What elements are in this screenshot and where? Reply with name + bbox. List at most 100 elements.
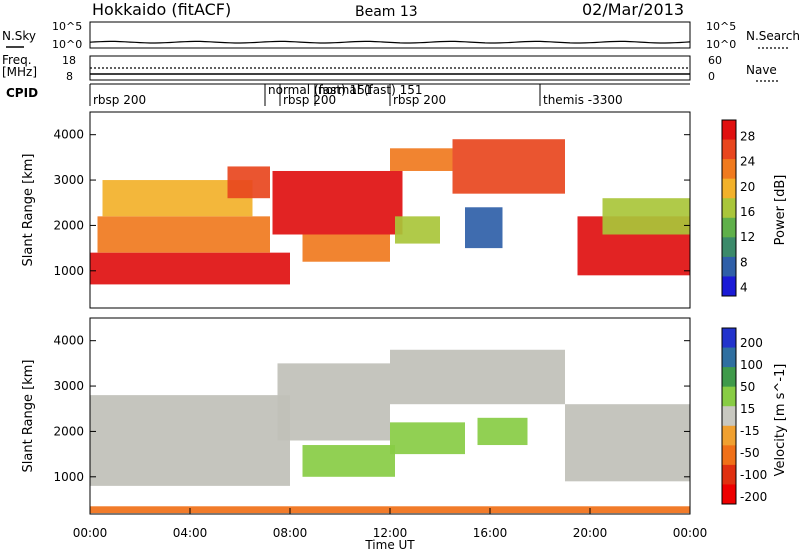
y-tick-label: 1000 (53, 264, 84, 278)
colorbar-tick-label: 4 (740, 280, 748, 294)
x-tick-label: 12:00 (373, 526, 408, 540)
power-frame (89, 111, 691, 309)
colorbar-tick-label: 24 (740, 155, 755, 169)
x-tick-label: 00:00 (673, 526, 708, 540)
noise-right-tick-top: 10^5 (706, 20, 736, 33)
noise-right-tick-bottom: 10^0 (706, 38, 736, 51)
scatter-region (97, 216, 270, 253)
scatter-region (272, 170, 403, 235)
colorbar-tick-label: -50 (740, 446, 760, 460)
x-tick-label: 20:00 (573, 526, 608, 540)
colorbar-tick-label: 100 (740, 358, 763, 372)
scatter-region (565, 404, 690, 482)
cpid-segment-label: rbsp 200 (393, 93, 446, 107)
y-tick-label: 4000 (53, 128, 84, 142)
velocity-colorbar: 200 100 50 15 -15 -50 -100 -200 (721, 327, 767, 505)
y-tick-label: 2000 (53, 218, 84, 232)
colorbar-cell (722, 464, 736, 485)
scatter-region (477, 417, 528, 446)
colorbar-cell (722, 406, 736, 427)
colorbar-tick-label: 28 (740, 130, 755, 144)
power-panel: 4000 3000 2000 1000 Slant Range [km] 28 24 20… (21, 111, 788, 309)
power-y-label: Slant Range [km] (21, 154, 36, 267)
x-tick-label: 04:00 (173, 526, 208, 540)
colorbar-tick-label: 16 (740, 205, 755, 219)
scatter-region (90, 395, 290, 486)
freq-tick-top: 18 (62, 54, 76, 67)
scatter-region (277, 363, 390, 441)
colorbar-tick-label: 8 (740, 255, 748, 269)
colorbar-cell (722, 198, 736, 219)
x-tick-label: 00:00 (73, 526, 108, 540)
beam-label: Beam 13 (355, 4, 418, 20)
scatter-region (390, 422, 465, 455)
colorbar-tick-label: 15 (740, 402, 755, 416)
cpid-segment-label: rbsp 200 (283, 93, 336, 107)
freq-panel: Freq. [MHz] 18 8 60 0 Nave (2, 53, 780, 83)
cpid-label: CPID (6, 86, 38, 100)
colorbar-cell (722, 445, 736, 466)
colorbar-cell (722, 237, 736, 258)
x-tick-label: 16:00 (473, 526, 508, 540)
colorbar-cell (722, 159, 736, 180)
scatter-region (390, 148, 453, 171)
cpid-segment-label: themis -3300 (543, 93, 623, 107)
y-tick-label: 3000 (53, 173, 84, 187)
noise-sky-label: N.Sky (2, 29, 36, 43)
colorbar-cell (722, 256, 736, 277)
velocity-y-label: Slant Range [km] (21, 360, 36, 473)
colorbar-frame (721, 327, 737, 505)
y-tick-label: 3000 (53, 379, 84, 393)
colorbar-cell (722, 425, 736, 446)
cpid-segment-label: normal (fast) 151 (318, 83, 422, 97)
colorbar-cell (722, 276, 736, 297)
colorbar-cell (722, 139, 736, 160)
nave-label: Nave (746, 63, 777, 77)
colorbar-cell (722, 484, 736, 505)
freq-tick-bottom: 8 (66, 70, 73, 83)
cpid-segment-label: rbsp 200 (93, 93, 146, 107)
colorbar-tick-label: -200 (740, 490, 767, 504)
y-tick-label: 4000 (53, 334, 84, 348)
scatter-region (302, 445, 395, 477)
noise-panel: N.Sky 10^5 10^0 10^5 10^0 N.Search (2, 20, 800, 51)
scatter-region (390, 349, 565, 405)
colorbar-tick-label: -15 (740, 424, 760, 438)
noise-sky-trace (89, 40, 691, 44)
colorbar-cell (722, 120, 736, 141)
nave-tick-top: 60 (708, 54, 722, 67)
noise-frame (89, 21, 691, 49)
freq-label: Freq. (2, 53, 32, 67)
colorbar-frame (721, 119, 737, 297)
colorbar-tick-label: 200 (740, 336, 763, 350)
scatter-region (302, 234, 390, 262)
power-scatter (90, 139, 690, 285)
scatter-region (395, 216, 440, 244)
freq-unit: [MHz] (2, 65, 37, 79)
colorbar-tick-label: 20 (740, 180, 755, 194)
y-tick-label: 2000 (53, 424, 84, 438)
power-colorbar-label: Power [dB] (773, 175, 788, 246)
x-axis-label: Time UT (364, 538, 415, 552)
colorbar-cell (722, 217, 736, 238)
power-y-axis: 4000 3000 2000 1000 (53, 128, 690, 278)
colorbar-tick-label: 12 (740, 230, 755, 244)
scatter-region (602, 198, 690, 235)
colorbar-tick-label: -100 (740, 468, 767, 482)
nave-tick-bottom: 0 (708, 70, 715, 83)
velocity-panel: 4000 3000 2000 1000 Slant Range [km] 200 100… (21, 317, 788, 515)
scatter-region (227, 166, 270, 199)
scatter-region (465, 207, 503, 249)
scatter-region (452, 139, 565, 194)
velocity-colorbar-label: Velocity [m s^-1] (773, 364, 788, 477)
cpid-segment-label: normal (fast) 151 (268, 83, 372, 97)
colorbar-cell (722, 328, 736, 349)
date-label: 02/Mar/2013 (582, 0, 684, 19)
site-title: Hokkaido (fitACF) (92, 0, 231, 19)
colorbar-tick-label: 50 (740, 380, 755, 394)
power-colorbar: 28 24 20 16 12 8 4 (721, 119, 755, 297)
velocity-scatter (90, 349, 690, 514)
